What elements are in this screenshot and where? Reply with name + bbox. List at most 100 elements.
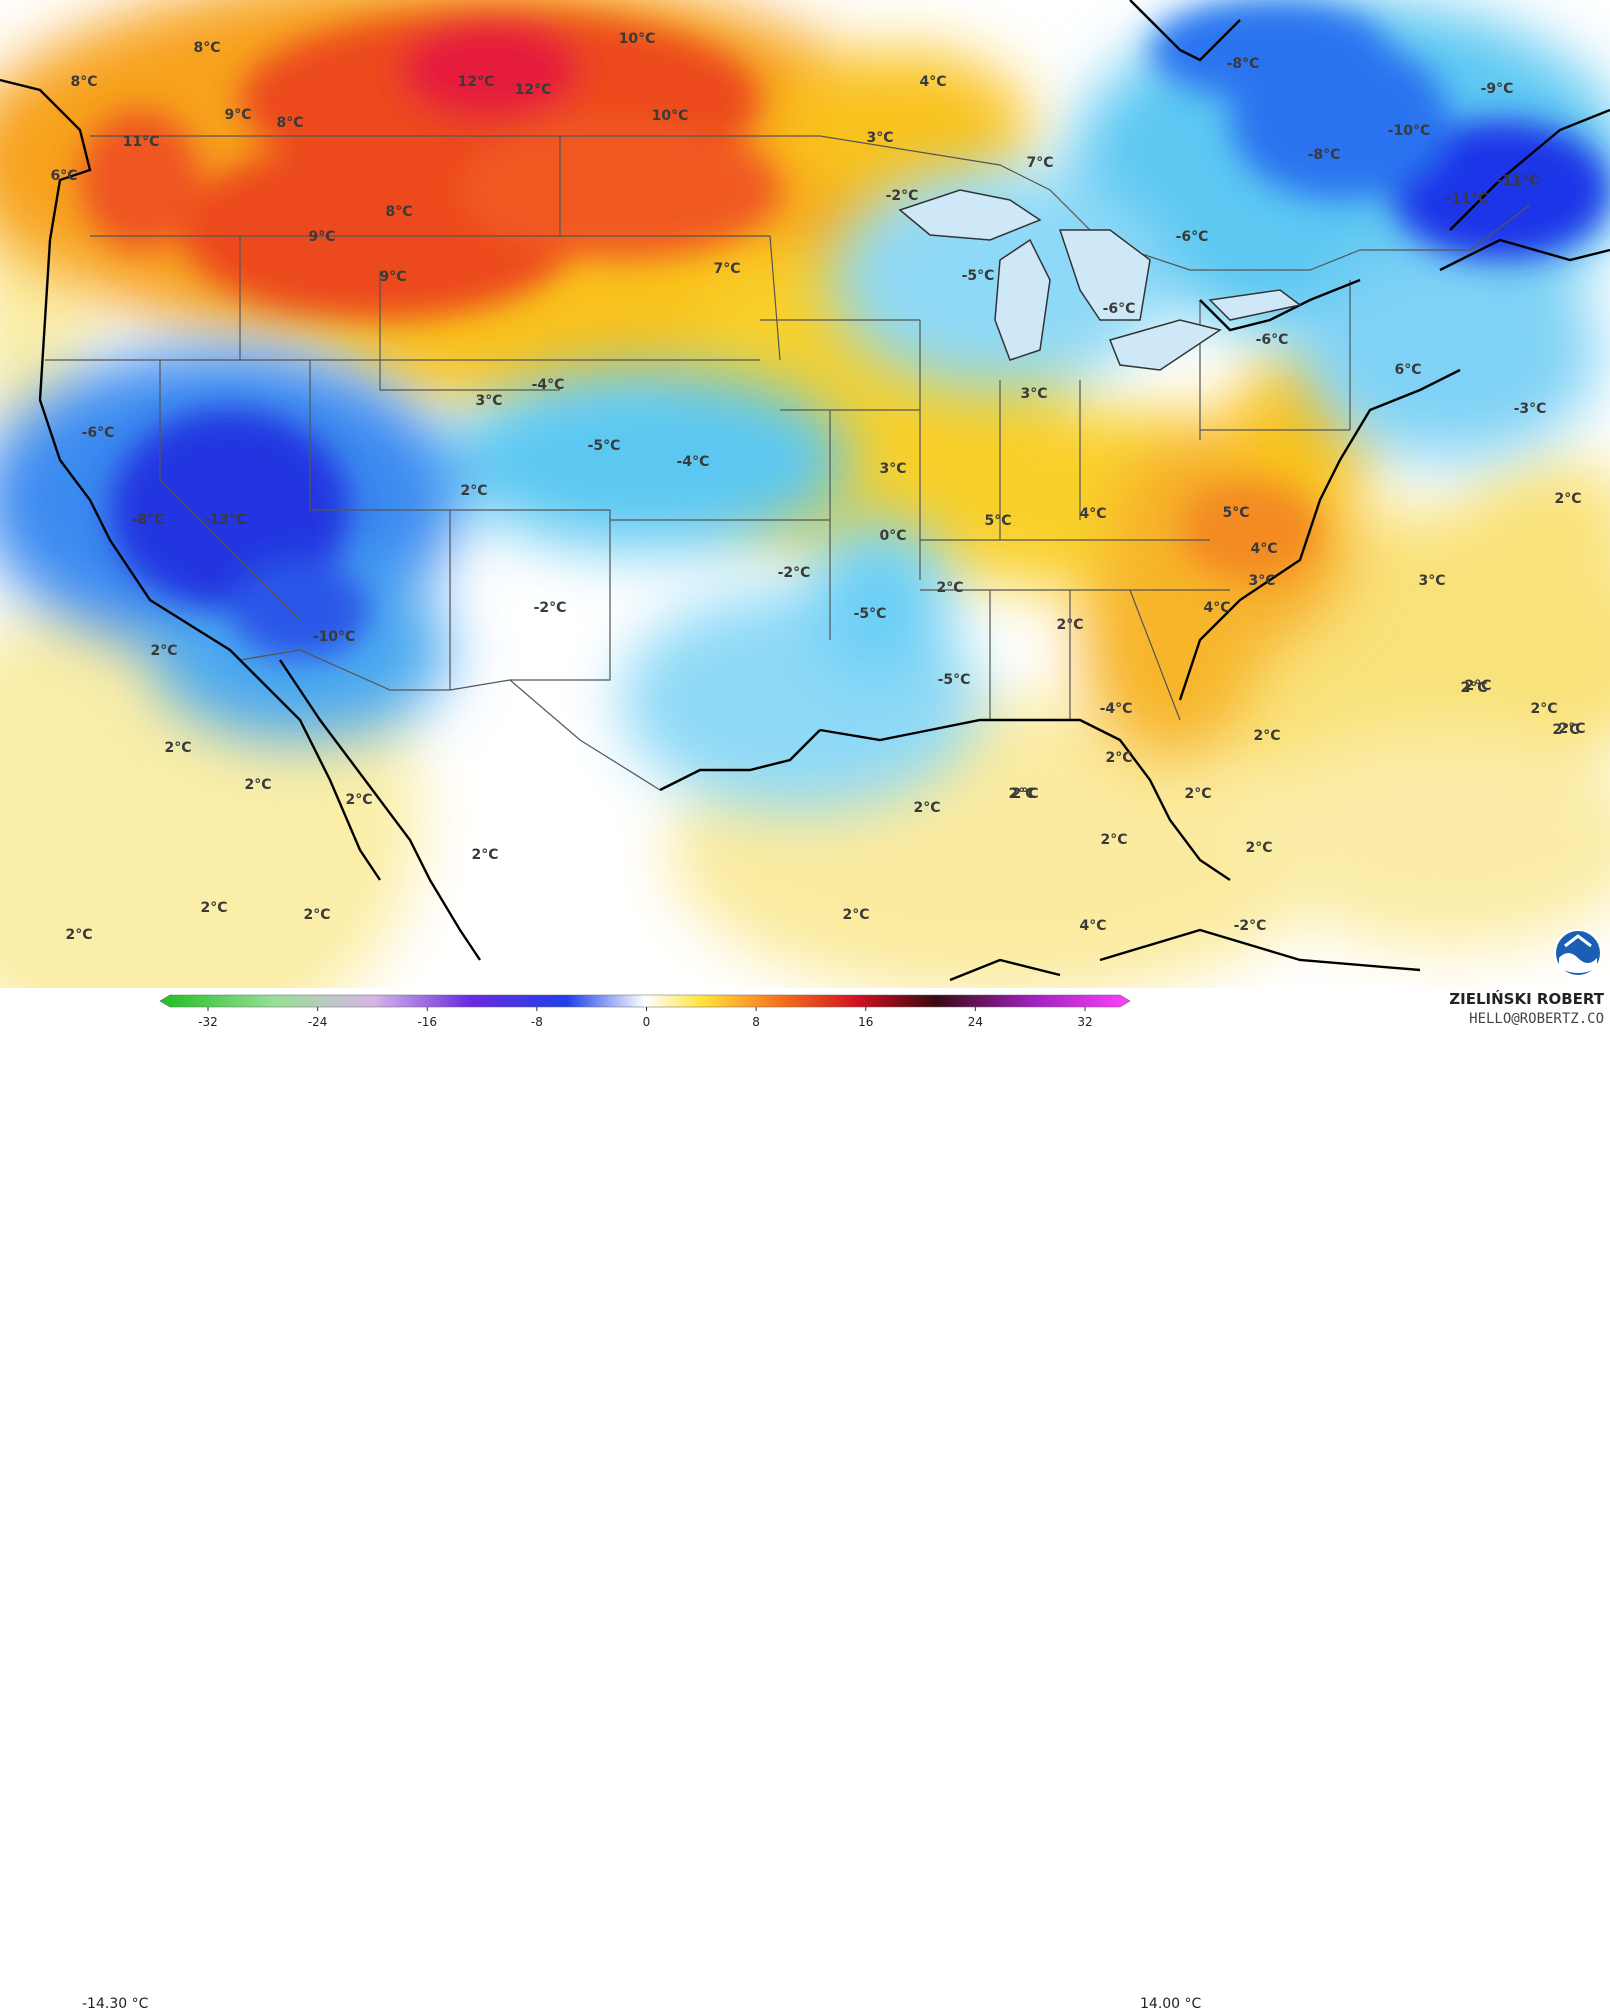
temperature-label: -3°C <box>1514 401 1547 417</box>
temperature-label: 11°C <box>123 134 160 150</box>
temperature-label: 3°C <box>475 393 502 409</box>
temperature-label: 7°C <box>713 261 740 277</box>
temperature-label: 2°C <box>936 580 963 596</box>
colorbar-tick-label: 0 <box>643 1015 651 1029</box>
temperature-label: 2°C <box>164 740 191 756</box>
temperature-label: 6°C <box>50 168 77 184</box>
temperature-label: 3°C <box>1020 386 1047 402</box>
temperature-label: 0°C <box>879 528 906 544</box>
temperature-label: 2°C <box>1245 840 1272 856</box>
temperature-label: -4°C <box>532 377 565 393</box>
temperature-label: 10°C <box>619 31 656 47</box>
legend-min-label: -14.30 °C <box>82 1996 149 2012</box>
temperature-label: 2°C <box>1011 786 1038 802</box>
temperature-label: -11°C <box>1446 191 1489 207</box>
temperature-label: -11°C <box>1497 173 1540 189</box>
colorbar-tick-label: 8 <box>752 1015 760 1029</box>
temperature-label: -6°C <box>1256 332 1289 348</box>
temperature-label: -10°C <box>1388 123 1431 139</box>
temperature-label: 8°C <box>70 74 97 90</box>
temperature-label: 2°C <box>1530 701 1557 717</box>
temperature-label: 2°C <box>460 483 487 499</box>
temperature-label: -10°C <box>313 629 356 645</box>
temperature-label: 2°C <box>150 643 177 659</box>
temperature-label: 4°C <box>1203 600 1230 616</box>
temperature-label: 9°C <box>379 269 406 285</box>
temperature-label: 3°C <box>866 130 893 146</box>
temperature-label: -8°C <box>1227 56 1260 72</box>
temperature-label: 10°C <box>652 108 689 124</box>
temperature-label: 8°C <box>276 115 303 131</box>
great-lakes <box>898 189 1302 371</box>
temperature-label: 4°C <box>919 74 946 90</box>
temperature-label: 4°C <box>1079 918 1106 934</box>
noaa-logo-icon <box>1554 929 1602 977</box>
colorbar-tick-label: -8 <box>531 1015 543 1029</box>
temperature-label: -4°C <box>1100 701 1133 717</box>
legend: -14.30 °C -32 -24 -16 -8 0 8 16 24 32 14.00 °C <box>0 988 1610 2012</box>
coastlines <box>0 0 1610 982</box>
temperature-label: -2°C <box>1234 918 1267 934</box>
temperature-label: 8°C <box>385 204 412 220</box>
temperature-label: 9°C <box>308 229 335 245</box>
temperature-label: 2°C <box>303 907 330 923</box>
temperature-label: -4°C <box>677 454 710 470</box>
temperature-label: 2°C <box>1184 786 1211 802</box>
temperature-label: 3°C <box>1248 573 1275 589</box>
temperature-label: -2°C <box>886 188 919 204</box>
temperature-label: 3°C <box>879 461 906 477</box>
credit-name: ZIELIŃSKI ROBERT <box>1449 990 1604 1008</box>
temperature-label: 2°C <box>345 792 372 808</box>
temperature-label: 2°C <box>842 907 869 923</box>
temperature-label: 2°C <box>1056 617 1083 633</box>
temperature-label: 5°C <box>1222 505 1249 521</box>
temperature-label: 3°C <box>1418 573 1445 589</box>
temperature-label: 12°C <box>458 74 495 90</box>
temperature-label: -13°C <box>204 512 247 528</box>
colorbar-tick-label: 32 <box>1077 1015 1092 1029</box>
temperature-label: 2°C <box>913 800 940 816</box>
temperature-label: -5°C <box>854 606 887 622</box>
temperature-label: 2°C <box>1460 680 1487 696</box>
temperature-label: 8°C <box>193 40 220 56</box>
temperature-label: 2°C <box>1558 721 1585 737</box>
temperature-label: 2°C <box>1464 678 1491 694</box>
temperature-label: 2°C <box>65 927 92 943</box>
colorbar-tick-label: -16 <box>417 1015 437 1029</box>
temperature-label: 2°C <box>1552 722 1579 738</box>
temperature-label: -6°C <box>82 425 115 441</box>
temperature-label: 2°C <box>1100 832 1127 848</box>
temperature-anomaly-map: 8°C 8°C 9°C 8°C 11°C 6°C 12°C 12°C 10°C 10°C 8°C 9°… <box>0 0 1610 988</box>
temperature-label: 2°C <box>471 847 498 863</box>
temperature-label: 7°C <box>1026 155 1053 171</box>
temperature-label: -8°C <box>132 512 165 528</box>
temperature-label: -5°C <box>962 268 995 284</box>
borders <box>45 135 1531 791</box>
temperature-label: 2°C <box>1554 491 1581 507</box>
credit-email: HELLO@ROBERTZ.CO <box>1469 1011 1604 1027</box>
temperature-label: -6°C <box>1103 301 1136 317</box>
temperature-label: -9°C <box>1481 81 1514 97</box>
temperature-label: 4°C <box>1079 506 1106 522</box>
temperature-label: -8°C <box>1308 147 1341 163</box>
colorbar-tick-label: 16 <box>858 1015 873 1029</box>
temperature-label: 2°C <box>244 777 271 793</box>
temperature-label: 9°C <box>224 107 251 123</box>
temperature-label: 12°C <box>515 82 552 98</box>
temperature-label: -2°C <box>778 565 811 581</box>
temperature-label: 4°C <box>1250 541 1277 557</box>
temperature-label: -6°C <box>1176 229 1209 245</box>
colorbar-tick-label: 24 <box>968 1015 983 1029</box>
colorbar-tick-label: -32 <box>198 1015 218 1029</box>
temperature-label: 5°C <box>984 513 1011 529</box>
temperature-label: 2°C <box>200 900 227 916</box>
legend-max-label: 14.00 °C <box>1140 1996 1202 2012</box>
temperature-label: 2°C <box>1253 728 1280 744</box>
temperature-label: 6°C <box>1394 362 1421 378</box>
legend-colorbar: -32 -24 -16 -8 0 8 16 24 32 <box>159 994 1131 1029</box>
temperature-label: 2°C <box>1008 786 1035 802</box>
colorbar-tick-label: -24 <box>308 1015 328 1029</box>
temperature-label: -5°C <box>938 672 971 688</box>
temperature-label: -5°C <box>588 438 621 454</box>
temperature-labels: 8°C 8°C 9°C 8°C 11°C 6°C 12°C 12°C 10°C 10°C 8°C 9°… <box>50 31 1585 943</box>
